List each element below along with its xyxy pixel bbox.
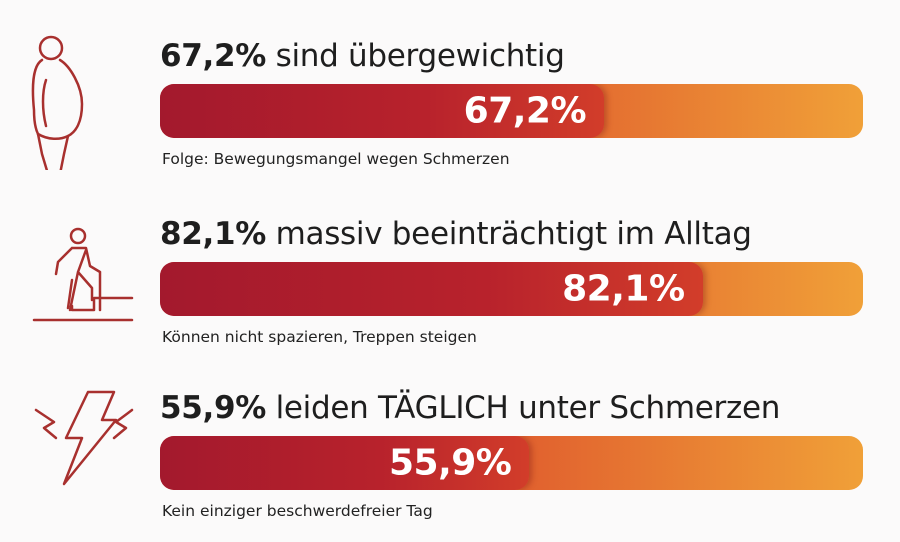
- stat-title-value: 82,1%: [160, 216, 267, 252]
- bar-track: 55,9%: [160, 436, 863, 490]
- stat-title: 82,1% massiv beeinträchtigt im Alltag: [160, 216, 752, 252]
- bar-fill: 82,1%: [160, 262, 703, 316]
- stat-subtitle: Folge: Bewegungsmangel wegen Schmerzen: [162, 150, 510, 168]
- stat-title-value: 55,9%: [160, 390, 267, 426]
- bar-track: 82,1%: [160, 262, 863, 316]
- bar-value-label: 67,2%: [463, 90, 587, 132]
- stat-title-value: 67,2%: [160, 38, 267, 74]
- bar-fill: 55,9%: [160, 436, 530, 490]
- lightning-pain-icon: [34, 390, 134, 486]
- stat-subtitle: Kein einziger beschwerdefreier Tag: [162, 502, 433, 520]
- stat-title-text: leiden TÄGLICH unter Schmerzen: [266, 390, 781, 426]
- stat-title-text: massiv beeinträchtigt im Alltag: [266, 216, 752, 252]
- bar-track: 67,2%: [160, 84, 863, 138]
- bar-value-label: 55,9%: [388, 442, 512, 484]
- bar-value-label: 82,1%: [562, 268, 685, 310]
- stat-subtitle: Können nicht spazieren, Treppen steigen: [162, 328, 477, 346]
- overweight-person-icon: [31, 35, 84, 170]
- bar-fill: 67,2%: [160, 84, 605, 138]
- stat-title: 55,9% leiden TÄGLICH unter Schmerzen: [160, 390, 780, 426]
- stat-title-text: sind übergewichtig: [266, 38, 565, 74]
- stat-title: 67,2% sind übergewichtig: [160, 38, 565, 74]
- person-climbing-stairs-with-cane-icon: [32, 227, 134, 322]
